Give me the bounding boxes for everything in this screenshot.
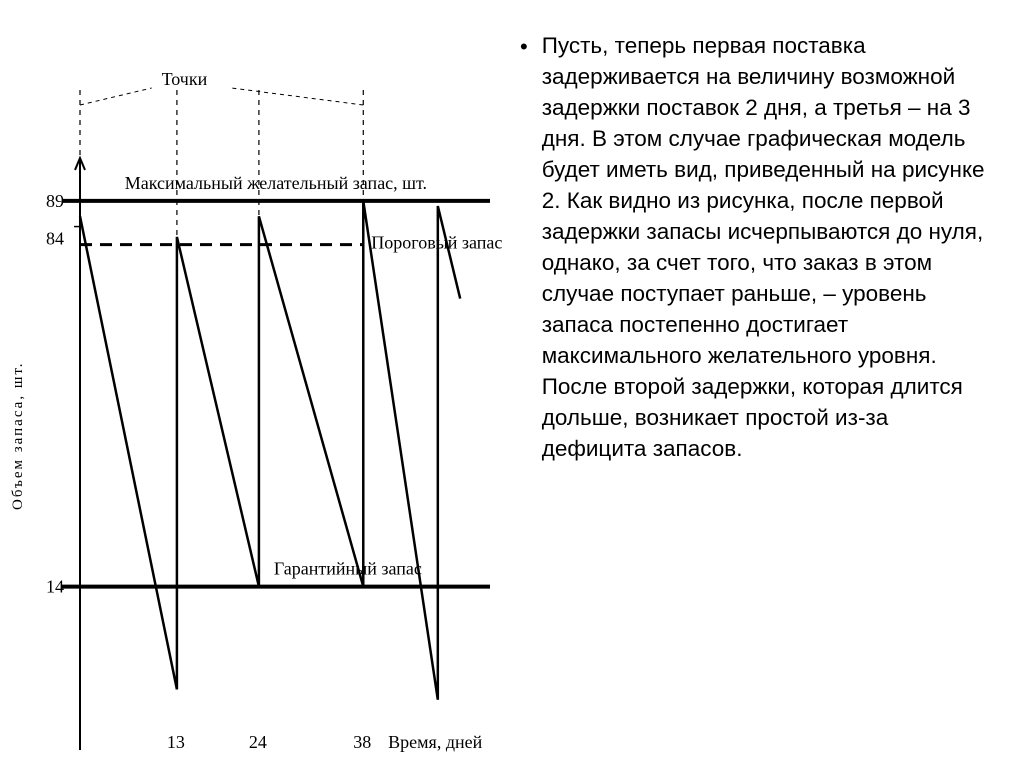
y-tick: 89 (46, 191, 64, 211)
threshold-label: Пороговый запас (371, 233, 502, 253)
inventory-chart: Точки Максимальный желательный запас, шт.… (0, 10, 510, 760)
y-axis-label: Объем запаса, шт. (10, 361, 26, 510)
bullet-icon: • (520, 30, 542, 464)
x-tick: 13 (167, 732, 185, 752)
text-panel: • Пусть, теперь первая поставка задержив… (510, 0, 1024, 767)
paragraph-text: Пусть, теперь первая поставка задерживае… (542, 30, 994, 464)
x-tick: 38 (353, 732, 371, 752)
max-desired-label: Максимальный желательный запас, шт. (125, 173, 427, 193)
y-tick: 84 (46, 229, 64, 249)
points-label: Точки (162, 69, 208, 89)
guarantee-label: Гарантийный запас (274, 559, 422, 579)
y-tick: 14 (46, 577, 64, 597)
chart-panel: Точки Максимальный желательный запас, шт.… (0, 0, 510, 767)
x-tick: 24 (249, 732, 267, 752)
x-axis-label: Время, дней (388, 732, 482, 752)
bullet-paragraph: • Пусть, теперь первая поставка задержив… (520, 30, 994, 464)
